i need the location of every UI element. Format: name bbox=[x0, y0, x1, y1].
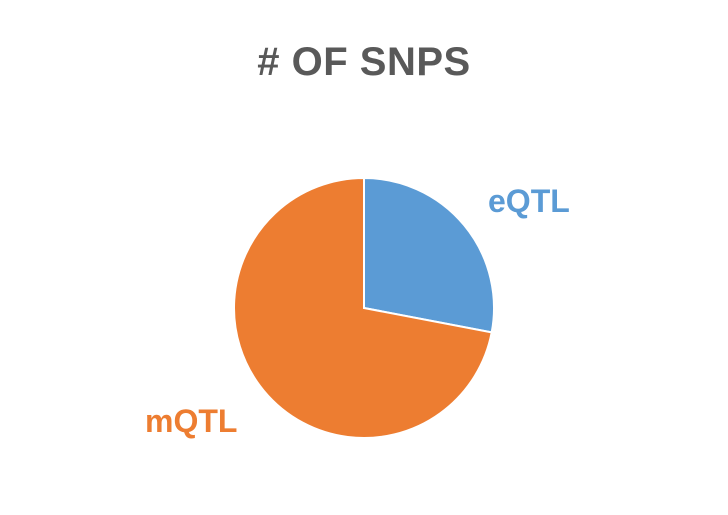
chart-title: # OF SNPS bbox=[257, 40, 471, 84]
pie-slices bbox=[233, 176, 495, 439]
pie-slice-mqtl bbox=[233, 176, 493, 439]
pie-labels: eQTL mQTL bbox=[145, 183, 570, 439]
slice-label-mqtl: mQTL bbox=[145, 403, 237, 439]
pie-slice-eqtl bbox=[363, 176, 495, 334]
slice-label-eqtl: eQTL bbox=[488, 183, 570, 219]
